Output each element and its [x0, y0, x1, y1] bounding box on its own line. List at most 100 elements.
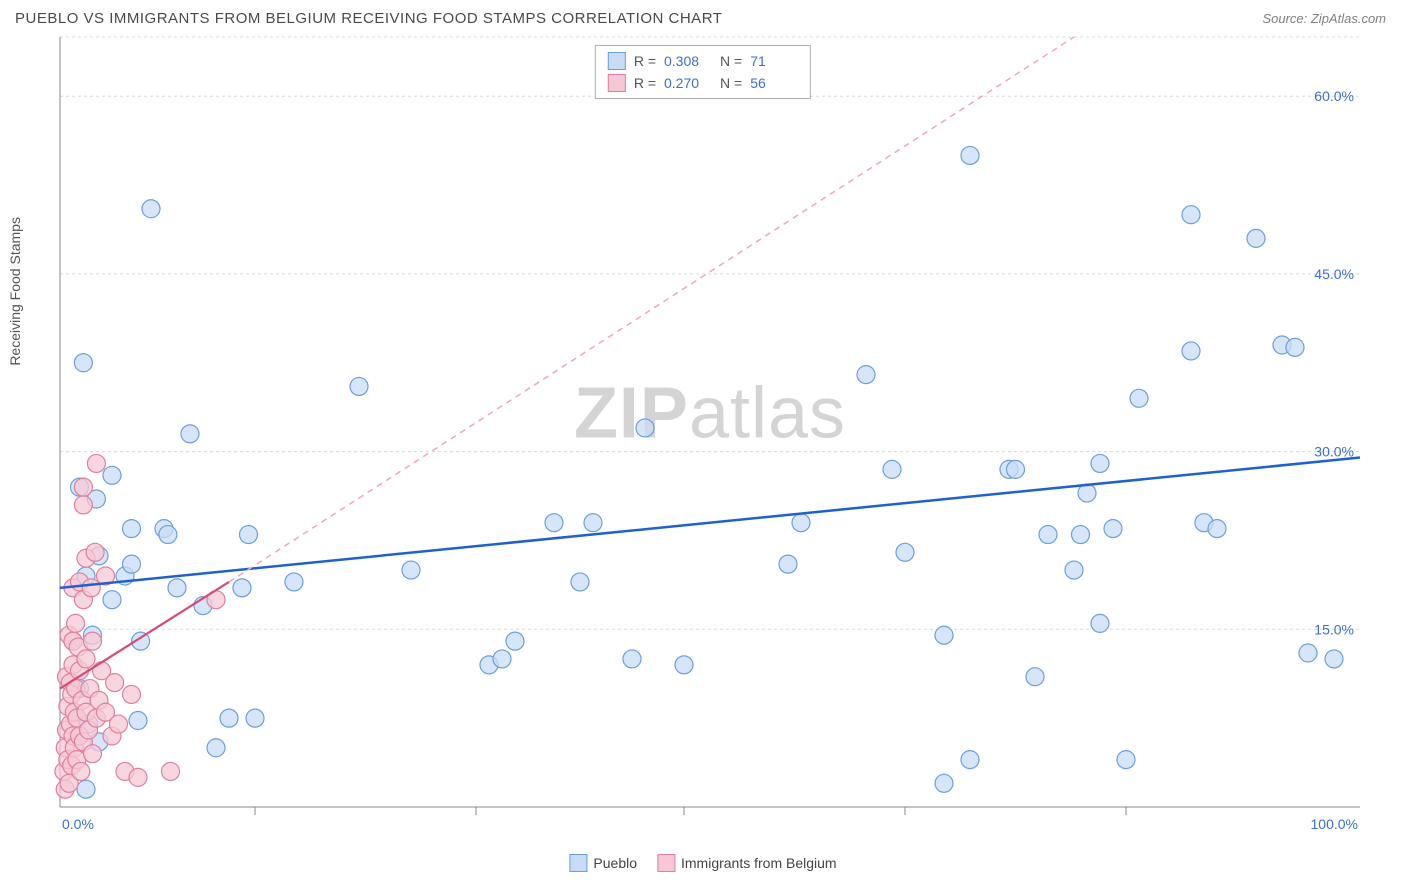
- data-point: [1072, 526, 1090, 544]
- watermark: ZIPatlas: [574, 373, 846, 453]
- data-point: [493, 650, 511, 668]
- n-label: N =: [720, 53, 742, 69]
- data-point: [72, 762, 90, 780]
- y-tick-label: 30.0%: [1314, 444, 1354, 460]
- data-point: [142, 200, 160, 218]
- data-point: [1104, 520, 1122, 538]
- data-point: [1039, 526, 1057, 544]
- legend-label: Pueblo: [593, 855, 637, 871]
- legend-swatch: [569, 854, 587, 872]
- n-label: N =: [720, 75, 742, 91]
- n-value: 71: [750, 53, 798, 69]
- y-axis-label: Receiving Food Stamps: [7, 217, 23, 366]
- y-tick-label: 60.0%: [1314, 88, 1354, 104]
- data-point: [350, 377, 368, 395]
- data-point: [240, 526, 258, 544]
- data-point: [123, 520, 141, 538]
- data-point: [87, 454, 105, 472]
- data-point: [77, 780, 95, 798]
- data-point: [636, 419, 654, 437]
- y-tick-label: 45.0%: [1314, 266, 1354, 282]
- data-point: [1182, 342, 1200, 360]
- data-point: [103, 466, 121, 484]
- data-point: [675, 656, 693, 674]
- r-label: R =: [634, 53, 656, 69]
- data-point: [74, 354, 92, 372]
- data-point: [1007, 460, 1025, 478]
- data-point: [1091, 454, 1109, 472]
- data-point: [168, 579, 186, 597]
- data-point: [233, 579, 251, 597]
- data-point: [285, 573, 303, 591]
- data-point: [84, 632, 102, 650]
- series-legend: Pueblo Immigrants from Belgium: [569, 854, 836, 872]
- data-point: [1208, 520, 1226, 538]
- data-point: [779, 555, 797, 573]
- data-point: [84, 745, 102, 763]
- data-point: [207, 739, 225, 757]
- data-point: [123, 685, 141, 703]
- legend-item: Immigrants from Belgium: [657, 854, 837, 872]
- data-point: [181, 425, 199, 443]
- chart-title: PUEBLO VS IMMIGRANTS FROM BELGIUM RECEIV…: [15, 10, 722, 27]
- data-point: [82, 579, 100, 597]
- data-point: [506, 632, 524, 650]
- correlation-stats-legend: R = 0.308 N = 71 R = 0.270 N = 56: [595, 45, 811, 99]
- data-point: [1247, 229, 1265, 247]
- x-tick-label: 100.0%: [1311, 816, 1358, 832]
- data-point: [110, 715, 128, 733]
- data-point: [961, 146, 979, 164]
- data-point: [220, 709, 238, 727]
- legend-label: Immigrants from Belgium: [681, 855, 837, 871]
- data-point: [935, 626, 953, 644]
- x-tick-label: 0.0%: [62, 816, 94, 832]
- data-point: [123, 555, 141, 573]
- scatter-plot-svg: 15.0% 30.0% 45.0% 60.0% ZIPatlas 0.0% 100.0%: [50, 32, 1390, 832]
- data-point: [1182, 206, 1200, 224]
- data-point: [1026, 668, 1044, 686]
- y-tick-label: 15.0%: [1314, 621, 1354, 637]
- data-point: [106, 674, 124, 692]
- data-point: [74, 478, 92, 496]
- data-point: [1299, 644, 1317, 662]
- n-value: 56: [750, 75, 798, 91]
- r-label: R =: [634, 75, 656, 91]
- chart-area: Receiving Food Stamps 15.0%30.0%45.0%60.…: [50, 32, 1391, 832]
- data-point: [935, 774, 953, 792]
- r-value: 0.270: [664, 75, 712, 91]
- data-point: [1325, 650, 1343, 668]
- data-point: [961, 751, 979, 769]
- legend-swatch: [608, 74, 626, 92]
- trend-line-belgium-dashed: [229, 37, 1074, 582]
- r-value: 0.308: [664, 53, 712, 69]
- data-point: [129, 768, 147, 786]
- data-point: [1286, 338, 1304, 356]
- data-point: [77, 650, 95, 668]
- source-label: Source: ZipAtlas.com: [1262, 11, 1386, 26]
- stats-row: R = 0.308 N = 71: [608, 50, 798, 72]
- data-point: [129, 712, 147, 730]
- data-point: [159, 526, 177, 544]
- data-point: [896, 543, 914, 561]
- stats-row: R = 0.270 N = 56: [608, 72, 798, 94]
- data-point: [86, 543, 104, 561]
- legend-item: Pueblo: [569, 854, 637, 872]
- chart-header: PUEBLO VS IMMIGRANTS FROM BELGIUM RECEIV…: [0, 0, 1406, 32]
- data-point: [1130, 389, 1148, 407]
- data-point: [584, 514, 602, 532]
- data-point: [623, 650, 641, 668]
- data-point: [246, 709, 264, 727]
- data-point: [402, 561, 420, 579]
- data-point: [857, 366, 875, 384]
- legend-swatch: [657, 854, 675, 872]
- data-point: [571, 573, 589, 591]
- legend-swatch: [608, 52, 626, 70]
- data-point: [1117, 751, 1135, 769]
- data-point: [792, 514, 810, 532]
- data-point: [1065, 561, 1083, 579]
- data-point: [103, 591, 121, 609]
- data-point: [162, 762, 180, 780]
- data-point: [883, 460, 901, 478]
- data-point: [74, 496, 92, 514]
- data-point: [67, 614, 85, 632]
